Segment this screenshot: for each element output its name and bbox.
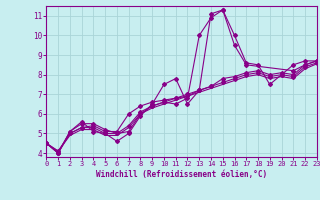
X-axis label: Windchill (Refroidissement éolien,°C): Windchill (Refroidissement éolien,°C) — [96, 170, 267, 179]
